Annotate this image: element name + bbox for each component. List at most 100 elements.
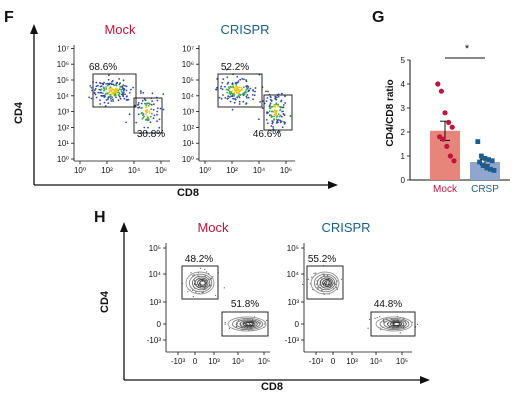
f-event-dot — [103, 94, 106, 97]
g-point-crsp — [475, 139, 481, 144]
g-point-mock — [442, 110, 448, 116]
f-event-dot — [282, 110, 284, 113]
f-event-dot — [218, 96, 221, 99]
h-event-dot — [399, 332, 401, 334]
g-y-tick-label: 4 — [401, 80, 406, 89]
h-event-dot — [199, 267, 202, 269]
f-event-dot — [130, 88, 132, 91]
h-contour-line — [322, 279, 332, 287]
g-point-mock — [449, 124, 455, 130]
f-event-dot — [226, 91, 229, 94]
h-y-tick-label: -10³ — [147, 336, 162, 345]
h-facs-plot-mock: -10³ 0 10³ 10⁴ 10⁵ -10³ 0 10³ 10⁴ 10⁵ — [147, 243, 270, 366]
f-event-dot — [107, 102, 110, 105]
f-event-dot — [274, 97, 276, 100]
f-event-dot — [142, 114, 144, 117]
h-event-dot — [248, 322, 250, 325]
f-event-dot — [109, 82, 112, 85]
f-y-tick-label: 10⁷ — [57, 44, 69, 53]
f-event-dot — [146, 102, 149, 105]
f-event-dot — [90, 97, 93, 100]
h-contour-line — [199, 280, 206, 286]
f-event-dot — [239, 89, 242, 92]
f-event-dot — [232, 97, 235, 100]
f-mock-gate-cd8-pct: 30.8% — [137, 129, 165, 140]
f-event-dot — [239, 94, 242, 96]
f-event-dot — [281, 126, 284, 129]
h-contour-line — [319, 277, 334, 289]
f-event-dot — [111, 88, 114, 91]
f-event-dot — [147, 117, 149, 119]
h-event-dot — [379, 316, 381, 318]
f-event-dot — [233, 94, 236, 97]
f-event-dot — [125, 95, 128, 98]
f-event-dot — [149, 115, 152, 118]
g-point-crsp — [486, 157, 491, 162]
h-event-dot — [200, 282, 202, 284]
f-event-dot — [123, 88, 126, 91]
g-significance-star: * — [465, 43, 470, 55]
f-event-dot — [115, 84, 118, 87]
h-y-axis-label: CD4 — [99, 290, 111, 313]
f-event-dot — [231, 108, 234, 111]
f-event-dot — [247, 96, 250, 99]
f-event-dot — [237, 95, 240, 98]
f-event-dot — [265, 119, 268, 121]
f-event-dot — [111, 80, 114, 82]
f-event-dot — [222, 94, 224, 96]
f-event-dot — [103, 96, 106, 98]
h-x-tick-label: 0 — [331, 357, 336, 366]
f-event-dot — [95, 81, 98, 84]
f-event-dot — [128, 113, 131, 116]
f-event-dot — [104, 105, 107, 107]
f-event-dot — [236, 96, 239, 99]
f-event-dot — [97, 84, 99, 87]
f-event-dot — [146, 119, 149, 122]
f-event-dot — [272, 126, 274, 128]
h-event-dot — [321, 289, 323, 291]
f-event-dot — [122, 88, 124, 90]
f-event-dot — [108, 74, 110, 77]
f-event-dot — [95, 96, 98, 99]
g-point-crsp — [482, 156, 488, 161]
f-event-dot — [236, 86, 239, 89]
f-event-dot — [246, 96, 248, 99]
f-event-dot — [252, 98, 254, 101]
f-event-dot — [270, 125, 273, 127]
f-event-dot — [273, 115, 275, 118]
f-event-dot — [241, 78, 244, 80]
h-y-tick-label: -10³ — [285, 336, 300, 345]
h-crispr-gate-cd8-pct: 44.8% — [374, 299, 402, 310]
h-event-dot — [206, 271, 208, 273]
f-event-dot — [235, 82, 238, 85]
h-facs-plot-crispr: -10³ 0 10³ 10⁴ 10⁵ -10³ 0 10³ 10⁴ 10⁵ — [285, 243, 419, 366]
h-y-tick-label: 10⁴ — [149, 270, 162, 279]
f-facs-plot-crispr: 10⁰ 10² 10⁴ 10⁶ 10⁰ 10¹ 10² 10³ 10⁴ 10⁵ 10⁶ 10⁷ — [182, 44, 295, 175]
f-event-dot — [122, 92, 124, 95]
f-event-dot — [103, 89, 105, 92]
h-x-tick-label: -10³ — [309, 357, 324, 366]
f-event-dot — [103, 101, 106, 104]
f-event-dot — [273, 118, 275, 120]
f-event-dot — [116, 82, 118, 84]
f-event-dot — [274, 106, 276, 108]
h-event-dot — [193, 282, 195, 285]
g-y-tick-label: 1 — [401, 152, 406, 161]
h-event-dot — [212, 276, 214, 278]
f-event-dot — [277, 113, 280, 116]
h-event-dot — [317, 286, 319, 288]
f-event-dot — [148, 112, 151, 114]
f-event-dot — [156, 120, 158, 123]
f-event-dot — [277, 121, 279, 124]
f-event-dot — [237, 80, 240, 82]
h-title-crispr: CRISPR — [321, 220, 370, 235]
f-event-dot — [236, 75, 239, 78]
h-y-tick-label: 10⁵ — [149, 244, 161, 253]
f-y-tick-label: 10⁵ — [182, 76, 194, 85]
f-event-dot — [137, 113, 140, 116]
f-event-dot — [144, 118, 147, 121]
f-event-dot — [139, 90, 142, 93]
f-event-dot — [231, 95, 234, 98]
f-event-dot — [229, 85, 232, 88]
f-event-dot — [284, 102, 287, 104]
